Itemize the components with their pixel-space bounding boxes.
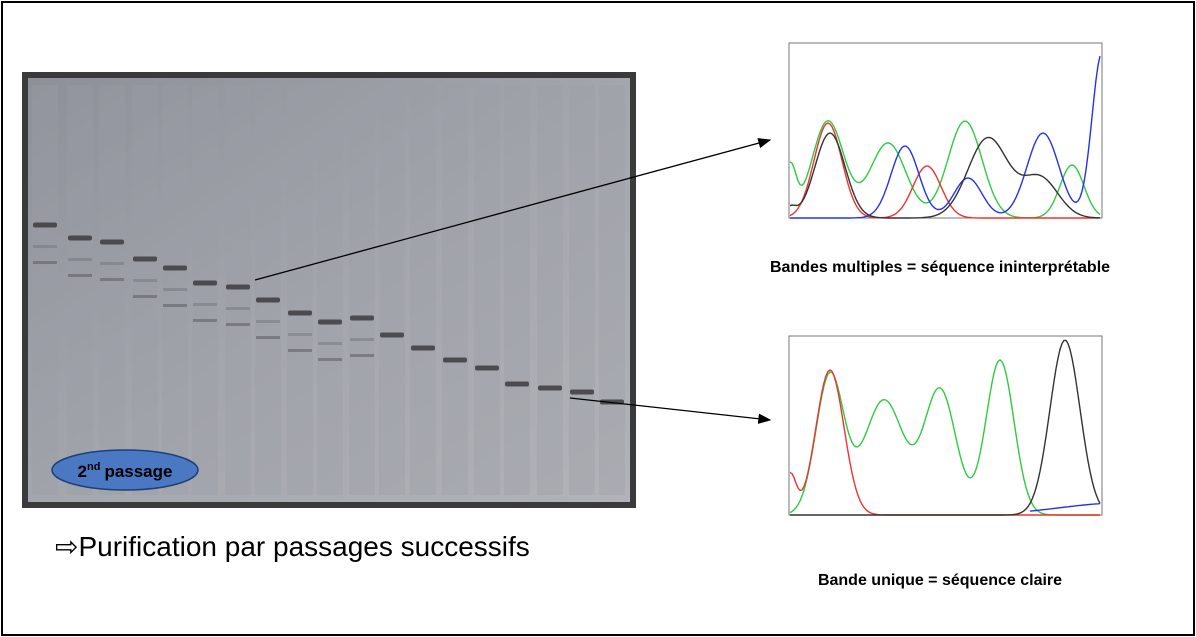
band <box>226 307 250 310</box>
band <box>68 274 92 277</box>
band <box>163 304 187 307</box>
band <box>505 382 529 387</box>
band <box>288 349 312 352</box>
lane <box>287 85 313 495</box>
band <box>350 316 374 321</box>
lane <box>32 85 58 495</box>
trace-caption: Bande unique = séquence claire <box>818 572 1062 589</box>
lane <box>132 85 158 495</box>
slide: 2nd passage ⇨Purification par passages su… <box>0 0 1196 637</box>
band <box>193 281 217 286</box>
band <box>288 311 312 316</box>
lane <box>317 85 343 495</box>
lane <box>67 85 93 495</box>
lane <box>379 85 405 495</box>
trace-caption: Bandes multiples = séquence ininterpréta… <box>770 259 1110 276</box>
band <box>475 366 499 371</box>
band <box>193 319 217 322</box>
lane <box>410 85 436 495</box>
band <box>193 303 217 306</box>
band <box>256 298 280 303</box>
band <box>288 333 312 336</box>
lane <box>349 85 375 495</box>
lane <box>192 85 218 495</box>
band <box>256 320 280 323</box>
band <box>380 333 404 338</box>
band <box>100 278 124 281</box>
band <box>33 261 57 264</box>
band <box>411 346 435 351</box>
lane <box>569 85 595 495</box>
badge-suffix: nd <box>87 461 100 473</box>
band <box>33 245 57 248</box>
band <box>318 320 342 325</box>
lane <box>99 85 125 495</box>
band <box>133 295 157 298</box>
lane <box>537 85 563 495</box>
band <box>33 223 57 228</box>
band <box>163 288 187 291</box>
band <box>133 279 157 282</box>
band <box>133 257 157 262</box>
band <box>68 258 92 261</box>
lane <box>504 85 530 495</box>
band <box>256 336 280 339</box>
band <box>570 390 594 395</box>
lane <box>474 85 500 495</box>
lane <box>599 85 625 495</box>
lane <box>225 85 251 495</box>
band <box>350 354 374 357</box>
band <box>318 358 342 361</box>
band <box>350 338 374 341</box>
band <box>68 236 92 241</box>
band <box>100 262 124 265</box>
band <box>100 240 124 245</box>
band <box>226 285 250 290</box>
band <box>163 266 187 271</box>
band <box>226 323 250 326</box>
band <box>538 386 562 391</box>
lane <box>442 85 468 495</box>
badge-word: passage <box>104 462 172 481</box>
gel-caption: ⇨Purification par passages successifs <box>55 531 530 562</box>
lane <box>255 85 281 495</box>
band <box>318 342 342 345</box>
badge-number: 2 <box>78 462 87 481</box>
band <box>443 358 467 363</box>
trace-box <box>789 336 1102 515</box>
